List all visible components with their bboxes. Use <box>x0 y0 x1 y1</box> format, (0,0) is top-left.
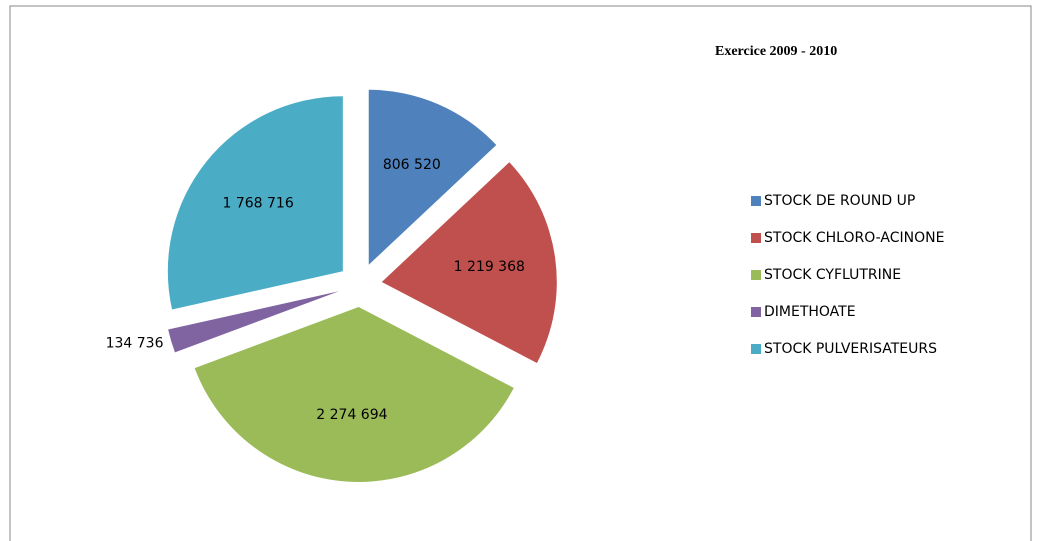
legend-label: DIMETHOATE <box>764 304 856 320</box>
data-label: 1 768 716 <box>222 195 293 211</box>
data-label: 2 274 694 <box>316 407 387 423</box>
legend-swatch <box>751 270 761 280</box>
legend-swatch <box>751 233 761 243</box>
legend-label: STOCK DE ROUND UP <box>764 193 915 209</box>
pie-slice <box>168 291 339 353</box>
data-label: 806 520 <box>383 157 441 173</box>
pie-slice <box>167 96 343 310</box>
legend-label: STOCK CHLORO-ACINONE <box>764 230 944 246</box>
legend-label: STOCK PULVERISATEURS <box>764 341 937 357</box>
data-label: 134 736 <box>106 335 164 351</box>
legend-swatch <box>751 344 761 354</box>
legend-swatch <box>751 307 761 317</box>
legend-label: STOCK CYFLUTRINE <box>764 267 901 283</box>
chart-title: Exercice 2009 - 2010 <box>715 44 837 59</box>
data-label: 1 219 368 <box>454 259 525 275</box>
pie-slice <box>381 162 557 363</box>
pie-slice <box>194 306 514 482</box>
legend-swatch <box>751 196 761 206</box>
pie-slice <box>368 89 497 265</box>
